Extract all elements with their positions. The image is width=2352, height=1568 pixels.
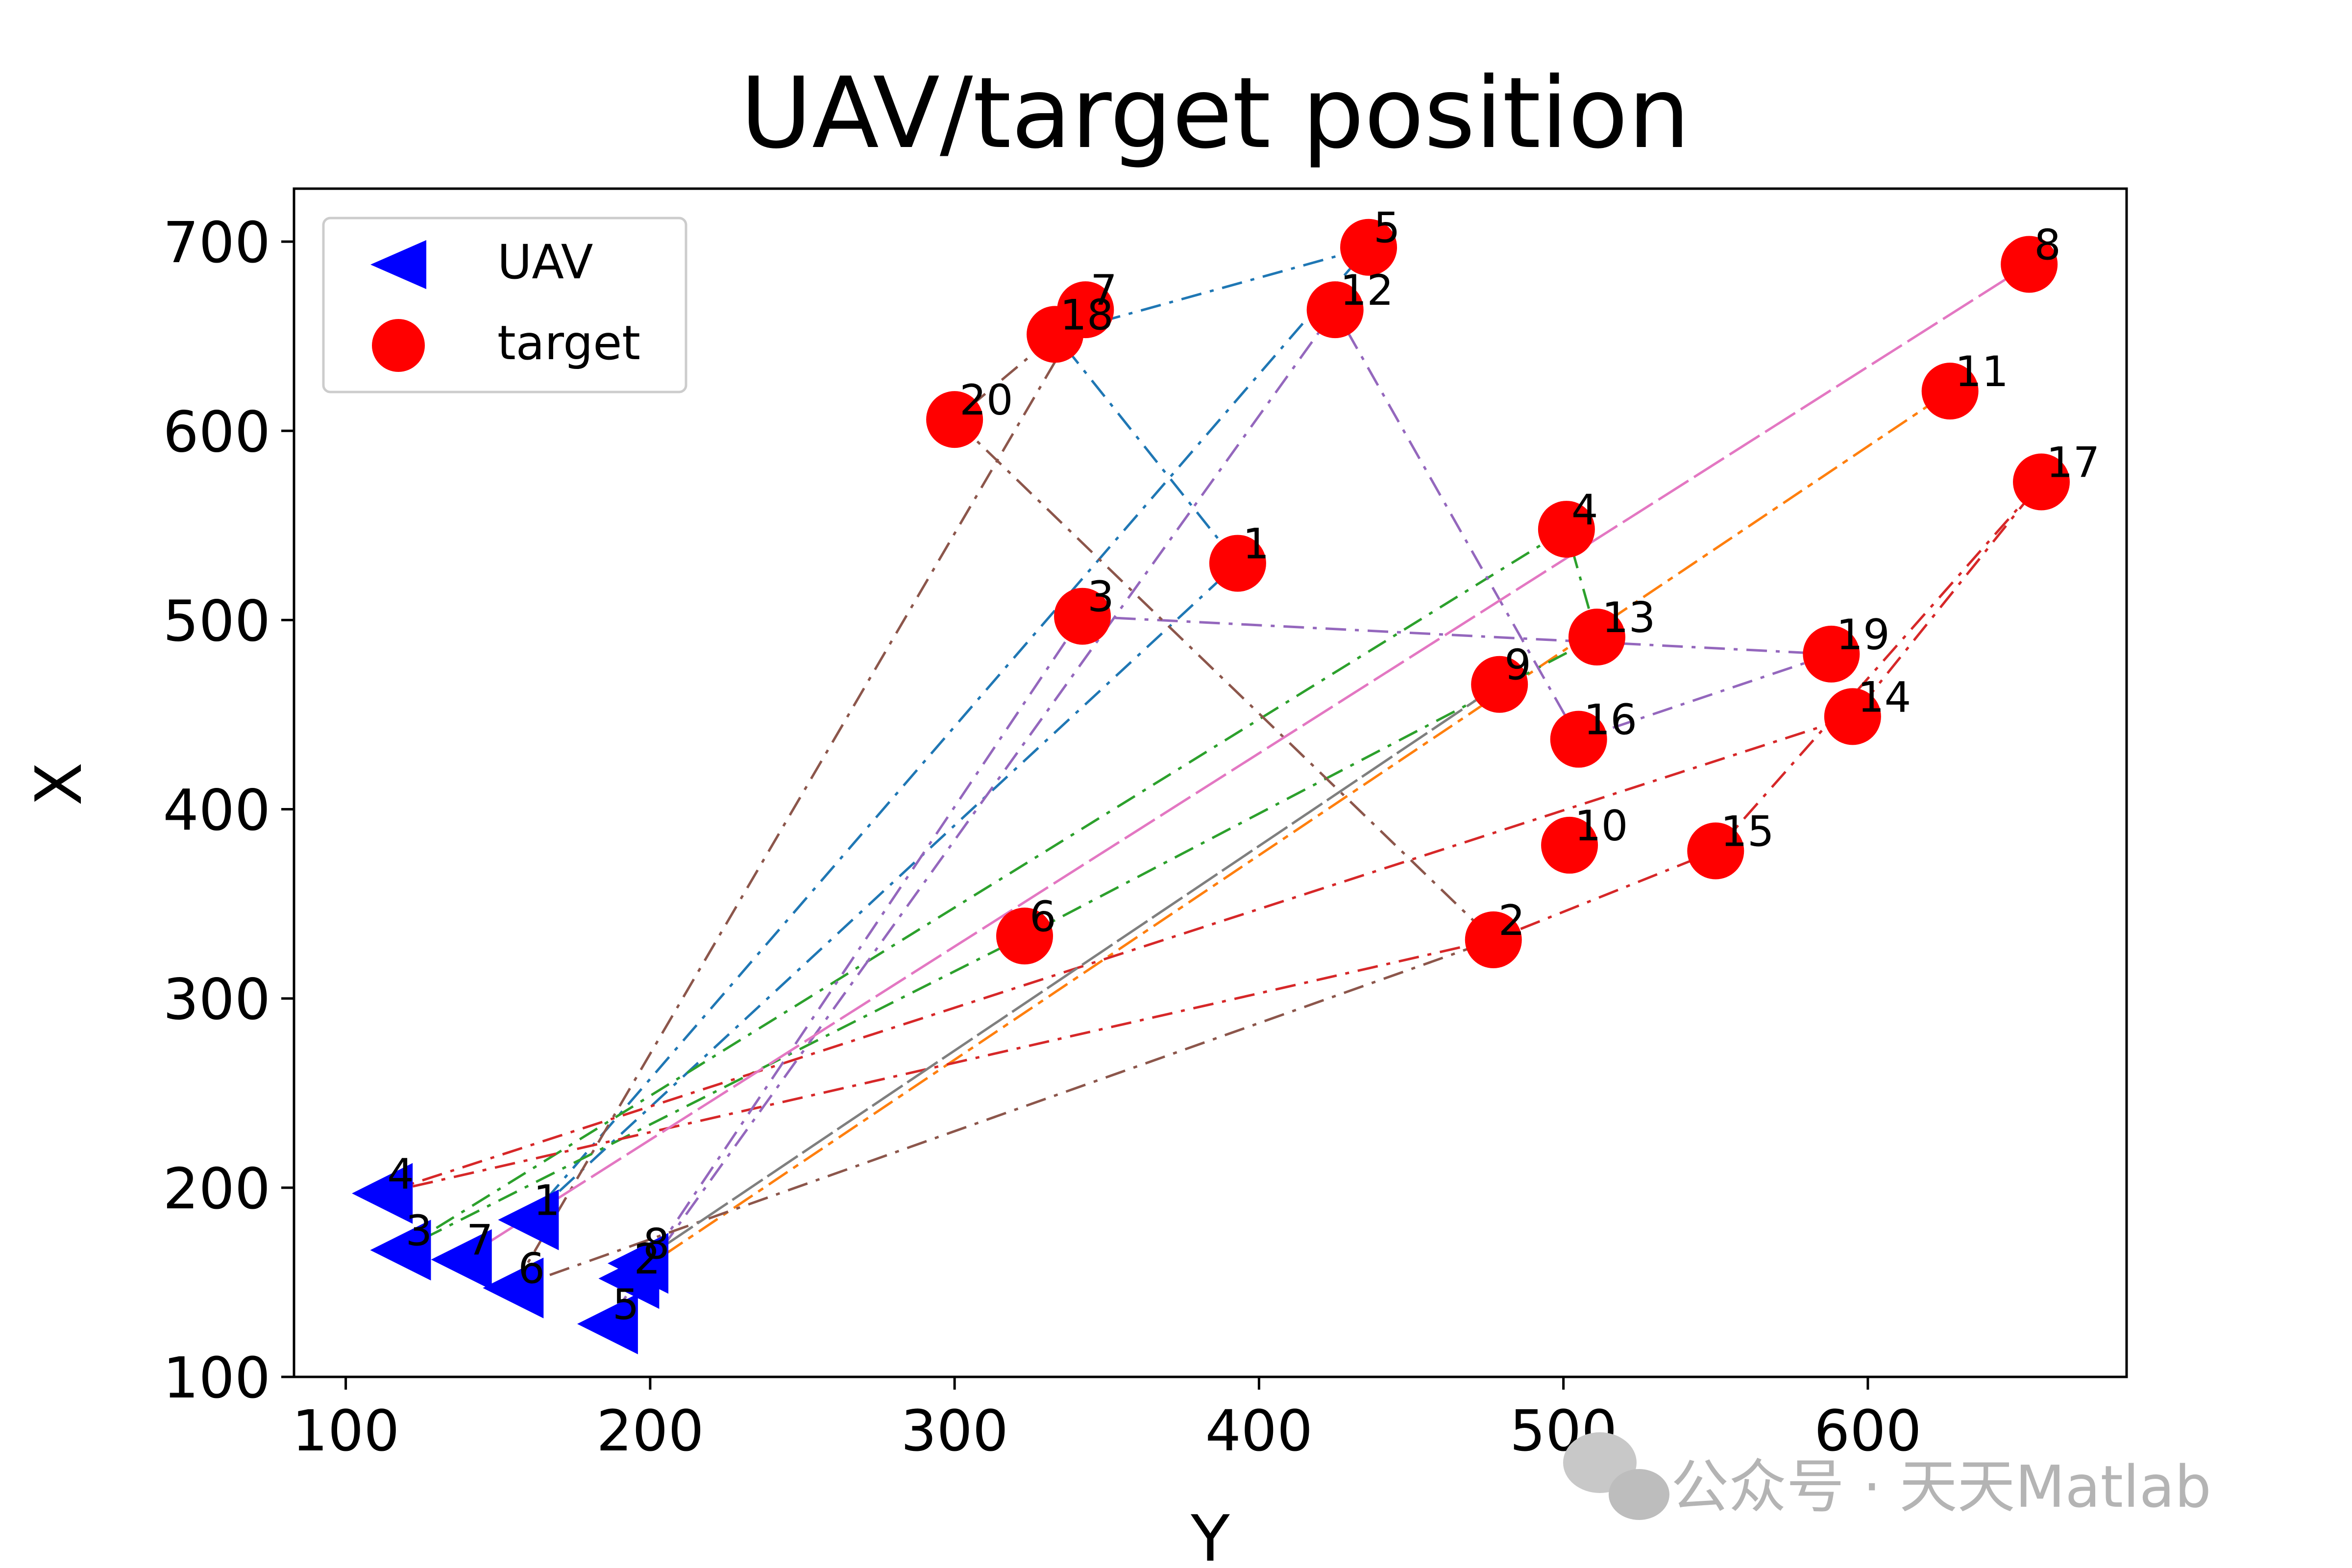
legend-target-marker <box>372 319 425 372</box>
route-uav-5 <box>606 307 1832 1325</box>
target-marker-13[interactable] <box>1568 609 1626 666</box>
chart-title: UAV/target position <box>740 56 1690 171</box>
y-tick-label: 700 <box>163 210 271 276</box>
target-label-1: 1 <box>1243 520 1270 569</box>
route-uav-7 <box>461 263 2030 1261</box>
y-tick-label: 100 <box>163 1346 271 1411</box>
y-tick-label: 500 <box>163 588 271 654</box>
uav-label-2: 2 <box>634 1235 661 1284</box>
target-label-4: 4 <box>1571 486 1598 535</box>
legend[interactable]: UAV target <box>322 217 687 393</box>
target-label-17: 17 <box>2046 439 2100 488</box>
x-tick-label: 100 <box>292 1398 400 1464</box>
y-tick-label: 600 <box>163 399 271 465</box>
plot-frame <box>293 187 2128 1378</box>
wechat-icon <box>1563 1432 1669 1520</box>
target-marker-6[interactable] <box>996 907 1054 965</box>
target-marker-2[interactable] <box>1465 911 1522 969</box>
uav-marker-4[interactable] <box>352 1163 413 1224</box>
target-marker-8[interactable] <box>2001 236 2058 293</box>
uav-marker-3[interactable] <box>370 1220 431 1281</box>
target-label-5: 5 <box>1373 204 1400 253</box>
target-marker-16[interactable] <box>1550 710 1607 768</box>
target-marker-18[interactable] <box>1027 306 1084 363</box>
target-marker-17[interactable] <box>2013 453 2070 511</box>
legend-target-label: target <box>497 316 640 370</box>
target-label-3: 3 <box>1087 573 1114 622</box>
x-axis-label: Y <box>1190 1501 1230 1568</box>
target-marker-11[interactable] <box>1921 363 1979 420</box>
uav-marker-1[interactable] <box>498 1189 559 1250</box>
target-marker-4[interactable] <box>1538 501 1595 558</box>
watermark: 公众号 · 天天Matlab <box>1563 1432 2211 1520</box>
uav-label-7: 7 <box>466 1216 493 1265</box>
uav-marker-5[interactable] <box>577 1293 638 1354</box>
target-marker-15[interactable] <box>1687 822 1744 880</box>
target-marker-12[interactable] <box>1306 281 1364 339</box>
uav-label-1: 1 <box>533 1176 560 1225</box>
uav-label-4: 4 <box>387 1150 414 1199</box>
legend-uav-label: UAV <box>497 235 593 290</box>
x-tick-label: 300 <box>901 1398 1008 1464</box>
route-lines <box>382 245 2042 1325</box>
target-label-13: 13 <box>1602 593 1655 642</box>
y-axis-label: X <box>22 762 96 806</box>
target-label-19: 19 <box>1836 611 1889 660</box>
target-marker-14[interactable] <box>1824 688 1881 745</box>
x-tick-label: 200 <box>596 1398 704 1464</box>
x-tick-label: 600 <box>1814 1398 1922 1464</box>
target-marker-5[interactable] <box>1340 219 1397 276</box>
route-uav-3 <box>400 527 1598 1251</box>
uav-label-8: 8 <box>643 1220 670 1269</box>
watermark-text: 公众号 · 天天Matlab <box>1671 1453 2211 1520</box>
target-marker-20[interactable] <box>926 391 983 448</box>
route-uav-6 <box>512 309 1496 1289</box>
legend-uav-marker <box>370 240 426 289</box>
uav-label-3: 3 <box>405 1206 432 1255</box>
target-label-15: 15 <box>1720 808 1774 857</box>
target-marker-10[interactable] <box>1541 816 1598 874</box>
y-tick-label: 200 <box>163 1156 271 1222</box>
target-marker-3[interactable] <box>1054 588 1111 645</box>
route-uav-8 <box>637 683 1500 1265</box>
target-label-12: 12 <box>1340 266 1394 315</box>
target-label-11: 11 <box>1955 347 2009 396</box>
route-uav-1 <box>527 245 1372 1221</box>
target-label-16: 16 <box>1584 696 1637 745</box>
target-label-8: 8 <box>2034 220 2061 270</box>
uav-label-6: 6 <box>518 1245 545 1294</box>
target-label-14: 14 <box>1858 673 1911 722</box>
target-label-9: 9 <box>1504 641 1531 690</box>
target-label-18: 18 <box>1060 291 1113 340</box>
target-label-10: 10 <box>1574 802 1628 851</box>
x-tick-label: 400 <box>1205 1398 1313 1464</box>
target-marker-19[interactable] <box>1803 625 1860 683</box>
target-marker-9[interactable] <box>1471 656 1528 713</box>
target-label-20: 20 <box>959 376 1013 425</box>
data-markers <box>352 219 2070 1354</box>
uav-marker-6[interactable] <box>483 1257 544 1319</box>
target-marker-1[interactable] <box>1209 535 1266 592</box>
target-label-7: 7 <box>1090 266 1117 315</box>
target-label-6: 6 <box>1029 892 1056 941</box>
y-tick-label: 300 <box>163 967 271 1033</box>
target-label-2: 2 <box>1498 896 1525 945</box>
uav-marker-7[interactable] <box>431 1229 492 1290</box>
uav-marker-8[interactable] <box>608 1233 669 1294</box>
y-tick-label: 400 <box>163 778 271 844</box>
uav-label-5: 5 <box>612 1280 639 1329</box>
